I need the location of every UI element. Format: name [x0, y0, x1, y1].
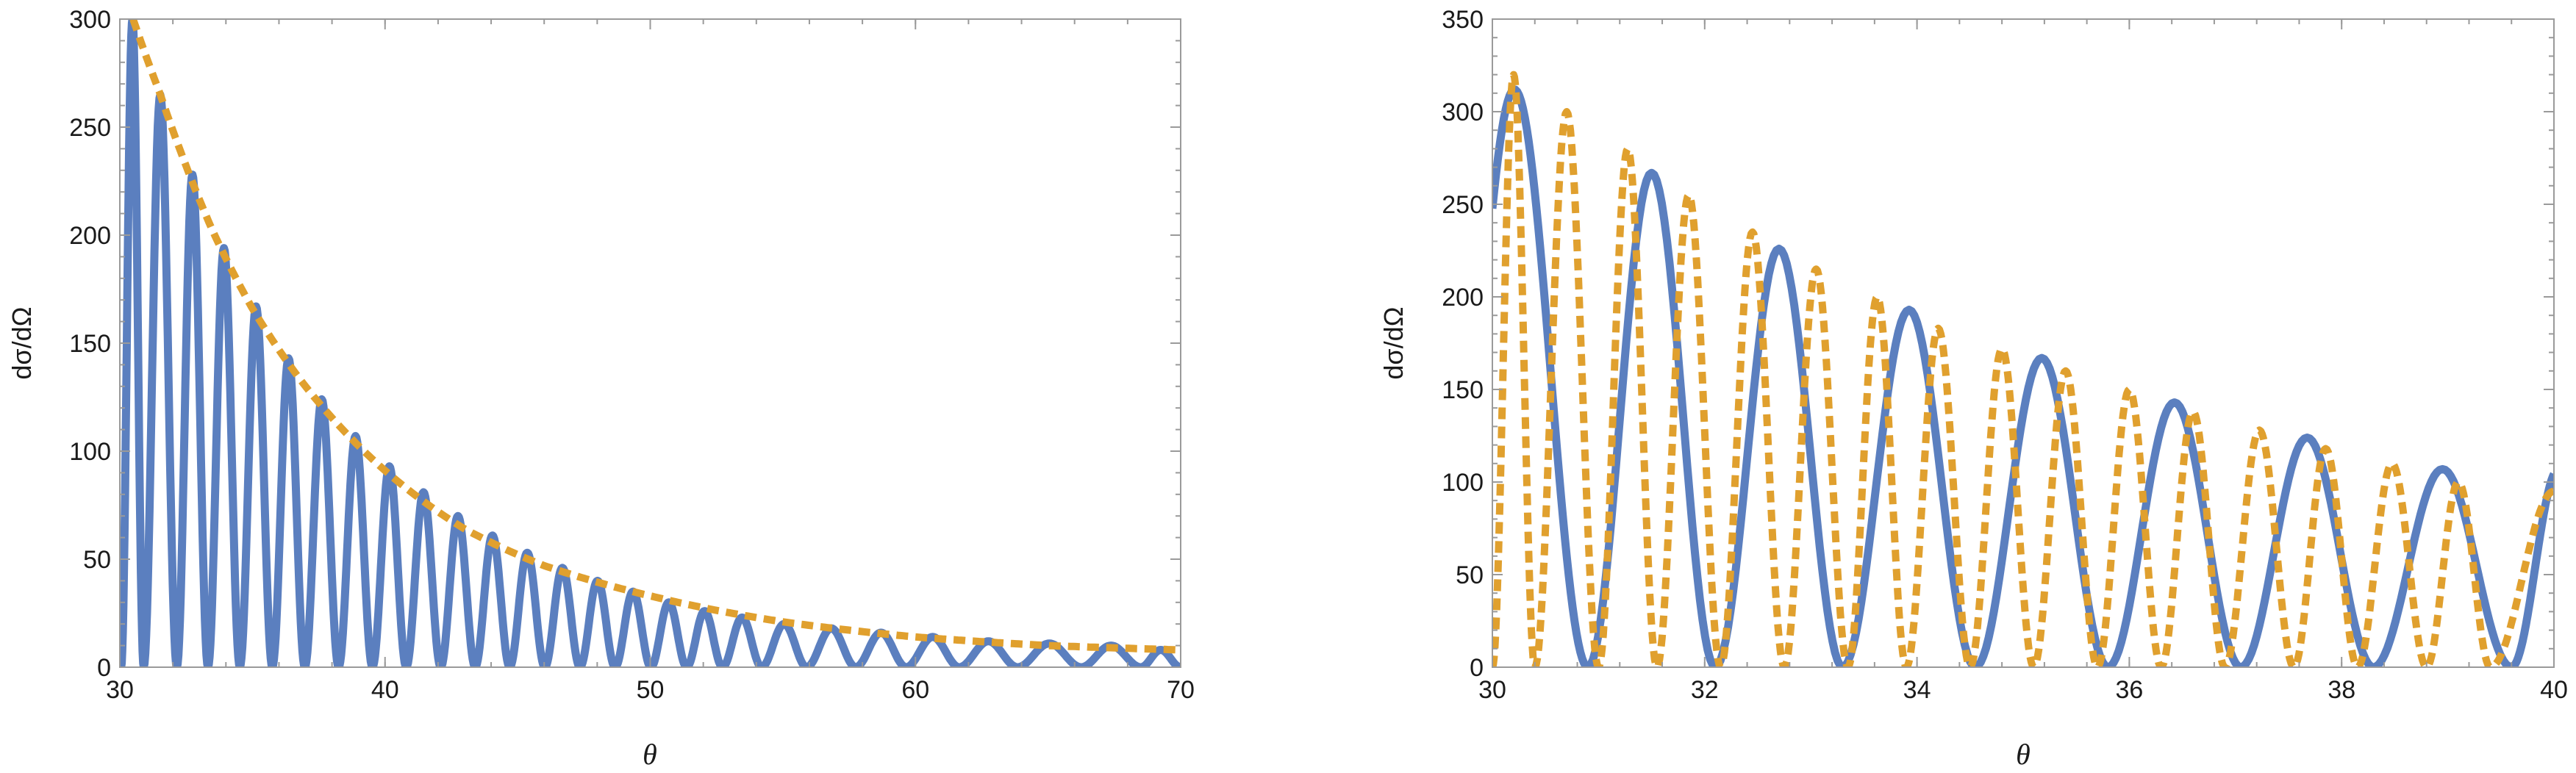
right-y-tick-label: 100: [1442, 469, 1484, 497]
right-x-tick-label: 36: [2115, 676, 2143, 704]
left-chart-panel: 30 40 50 60 70 0 50 100 150 200 250 300 θ dσ/dΩ: [7, 6, 1195, 771]
right-x-axis-label: θ: [2016, 738, 2031, 771]
left-x-tick-label: 60: [901, 676, 929, 704]
right-x-tick-label: 40: [2540, 676, 2568, 704]
right-x-tick-label: 30: [1478, 676, 1506, 704]
right-y-tick-label: 250: [1442, 191, 1484, 219]
right-plot-area: [1492, 71, 2554, 667]
right-y-tick-label: 0: [1470, 654, 1484, 682]
left-x-tick-label: 40: [371, 676, 399, 704]
left-x-tick-label: 50: [637, 676, 665, 704]
right-series-dashed-line: [1492, 71, 2554, 667]
left-y-tick-label: 150: [69, 330, 111, 358]
left-y-tick-label: 100: [69, 438, 111, 466]
left-series-solid-line: [120, 19, 1181, 667]
right-y-tick-label: 150: [1442, 376, 1484, 404]
right-ticks: 30 32 34 36 38 40 0 50 100 150 200 250 300 350: [1442, 6, 2568, 704]
left-x-tick-label: 30: [106, 676, 134, 704]
left-y-tick-label: 300: [69, 6, 111, 34]
left-ticks: 30 40 50 60 70 0 50 100 150 200 250 300: [69, 6, 1195, 704]
right-plot-frame: [1492, 18, 2555, 668]
right-x-tick-label: 32: [1691, 676, 1719, 704]
right-y-tick-label: 350: [1442, 6, 1484, 34]
left-y-tick-label: 0: [97, 654, 111, 682]
right-y-tick-label: 50: [1456, 561, 1484, 589]
right-x-tick-label: 38: [2328, 676, 2355, 704]
left-x-axis-label: θ: [643, 738, 657, 771]
right-y-tick-label: 300: [1442, 98, 1484, 126]
right-x-tick-label: 34: [1903, 676, 1931, 704]
left-y-tick-label: 250: [69, 114, 111, 142]
left-y-tick-label: 50: [83, 546, 111, 574]
right-y-axis-label: dσ/dΩ: [1378, 306, 1409, 379]
right-chart-panel: 30 32 34 36 38 40 0 50 100 150 200 250 300 350 θ dσ/d…: [1378, 6, 2568, 771]
right-series-solid-line: [1492, 85, 2554, 667]
left-y-axis-label: dσ/dΩ: [7, 306, 37, 379]
left-series-dashed-line: [129, 19, 1181, 654]
right-y-tick-label: 200: [1442, 284, 1484, 312]
left-x-tick-label: 70: [1167, 676, 1195, 704]
left-plot-area: [120, 19, 1181, 667]
left-y-tick-label: 200: [69, 222, 111, 250]
